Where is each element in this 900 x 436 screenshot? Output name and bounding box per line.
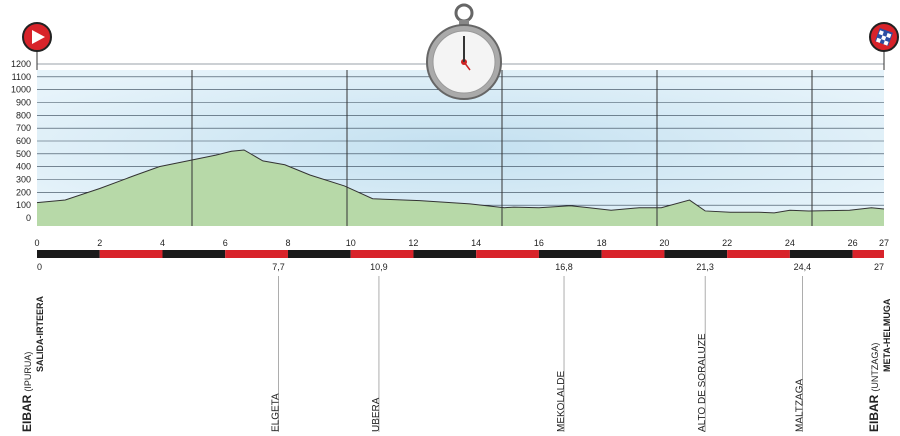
y-tick-label: 100: [16, 200, 31, 210]
km-segment: [225, 250, 288, 258]
km-segment: [287, 250, 351, 258]
y-tick-label: 200: [16, 187, 31, 197]
waypoint-detail: (UNTZAGA): [870, 343, 880, 392]
x-tick-label: 6: [223, 238, 228, 248]
x-tick-label: 2: [97, 238, 102, 248]
waypoint-km: 10,9: [370, 262, 388, 272]
km-segment: [99, 250, 163, 258]
x-tick-label: 16: [534, 238, 544, 248]
waypoint-name-main: EIBAR: [20, 394, 34, 432]
km-segment: [601, 250, 665, 258]
waypoint-km: 7,7: [272, 262, 285, 272]
stopwatch-icon: [426, 3, 502, 100]
area-fill: [37, 149, 884, 226]
x-tick-label: 27: [879, 238, 889, 248]
y-tick-label: 500: [16, 149, 31, 159]
waypoint-km: 27: [874, 262, 884, 272]
y-tick-label: 300: [16, 175, 31, 185]
waypoint-name-main: UBERA: [371, 397, 382, 432]
waypoint-name: EIBAR (IPURUA): [20, 352, 34, 432]
km-axis: 0 2 4 6 8 10 12 14 16 18 20 22 24 26 27: [34, 238, 889, 258]
y-tick-label: 1100: [12, 72, 31, 82]
km-segment: [664, 250, 728, 258]
waypoint-name-main: EIBAR: [867, 394, 881, 432]
y-tick-label: 700: [16, 123, 31, 133]
km-segment: [350, 250, 414, 258]
section-lines: [191, 70, 813, 226]
y-tick-label: 400: [16, 162, 31, 172]
waypoints: 0 EIBAR (IPURUA) SALIDA-IRTEERA 7,7 ELGETA 10,…: [20, 262, 892, 432]
km-segment: [476, 250, 539, 258]
km-segment: [852, 250, 884, 258]
waypoint-name-main: ALTO DE SORALUZE: [697, 333, 708, 432]
finish-icon: [869, 22, 899, 70]
x-tick-label: 26: [848, 238, 858, 248]
km-segment: [789, 250, 853, 258]
waypoint-km: 0: [37, 262, 42, 272]
waypoint-name-main: MEKOLALDE: [556, 371, 567, 432]
waypoint-km: 24,4: [794, 262, 812, 272]
y-tick-label: 800: [16, 110, 31, 120]
waypoint-km: 21,3: [696, 262, 714, 272]
x-tick-label: 24: [785, 238, 795, 248]
x-tick-label: 22: [722, 238, 732, 248]
x-tick-label: 10: [346, 238, 356, 248]
km-segment: [413, 250, 477, 258]
plot: [36, 149, 885, 226]
x-tick-label: 20: [659, 238, 669, 248]
x-tick-label: 4: [160, 238, 165, 248]
waypoint-note: META-HELMUGA: [882, 298, 892, 372]
x-tick-label: 14: [471, 238, 481, 248]
elevation-line: [36, 149, 885, 214]
waypoint-name: EIBAR (UNTZAGA): [867, 343, 881, 432]
waypoint-km: 16,8: [555, 262, 573, 272]
x-tick-label: 0: [34, 238, 39, 248]
y-tick-label: 1200: [11, 59, 31, 69]
x-tick-label: 8: [285, 238, 290, 248]
waypoint-note: SALIDA-IRTEERA: [35, 296, 45, 372]
waypoint-name: MEKOLALDE: [556, 371, 567, 432]
km-segment: [162, 250, 226, 258]
start-icon: [22, 22, 52, 70]
waypoint-name: MALTZAGA: [794, 379, 805, 432]
x-tick-label: 18: [597, 238, 607, 248]
waypoint-name: UBERA: [371, 397, 382, 432]
y-tick-label: 600: [16, 136, 31, 146]
y-tick-label: 1000: [11, 85, 31, 95]
x-tick-label: 12: [408, 238, 418, 248]
waypoint-detail: (IPURUA): [23, 352, 33, 392]
km-segment: [37, 250, 100, 258]
km-segment: [538, 250, 602, 258]
waypoint-name: ALTO DE SORALUZE: [697, 333, 708, 432]
y-tick-label: 0: [26, 213, 31, 223]
waypoint-name: ELGETA: [271, 393, 282, 432]
km-segment: [727, 250, 790, 258]
waypoint-name-main: ELGETA: [271, 393, 282, 432]
y-tick-label: 900: [16, 98, 31, 108]
waypoint-name-main: MALTZAGA: [794, 379, 805, 432]
